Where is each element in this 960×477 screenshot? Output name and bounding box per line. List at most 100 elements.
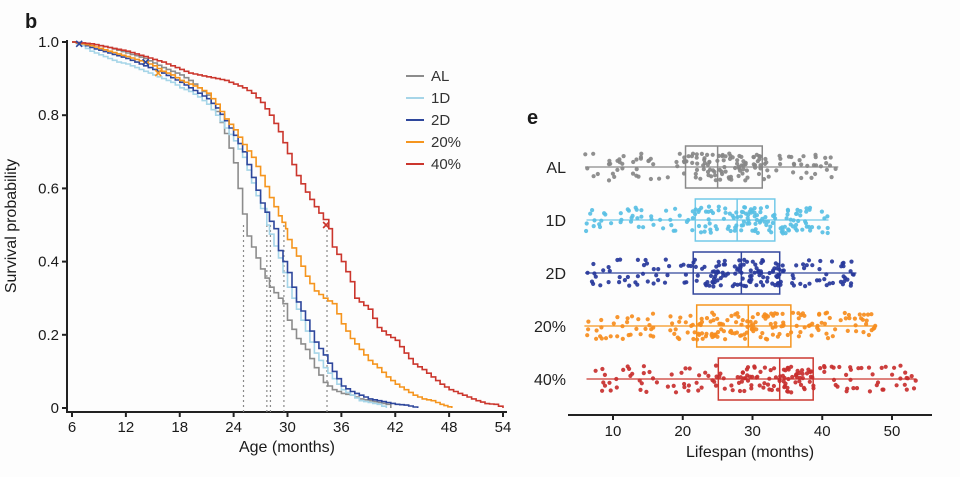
lifespan-dot	[744, 259, 750, 264]
lifespan-dot	[794, 323, 799, 328]
lifespan-dot	[707, 283, 712, 288]
lifespan-dot	[683, 272, 689, 277]
lifespan-dot	[745, 319, 750, 324]
lifespan-dot	[618, 211, 623, 216]
lifespan-dot	[869, 328, 874, 333]
lifespan-dot	[844, 372, 849, 377]
lifespan-dot	[739, 270, 744, 275]
lifespan-dot	[797, 379, 802, 384]
lifespan-dot	[702, 156, 707, 161]
lifespan-dot	[648, 333, 653, 338]
lifespan-dot	[678, 263, 684, 268]
lifespan-dot	[735, 158, 740, 163]
lifespan-dot	[682, 155, 687, 160]
survival-curve-2D	[72, 41, 419, 408]
boxplot-row-40%: 40%	[534, 357, 918, 401]
lifespan-dot	[667, 264, 672, 269]
lifespan-dot	[757, 154, 762, 159]
lifespan-dot	[794, 263, 799, 268]
lifespan-dot	[638, 155, 644, 160]
lifespan-dot	[738, 375, 743, 380]
lifespan-dot	[678, 315, 683, 320]
lifespan-dot	[806, 258, 812, 263]
lifespan-dot	[606, 178, 612, 183]
lifespan-dot	[635, 257, 641, 262]
lifespan-dot	[773, 261, 778, 266]
lifespan-dot	[799, 175, 804, 181]
lifespan-dot	[848, 269, 853, 274]
lifespan-dot	[749, 273, 754, 278]
lifespan-dot	[763, 336, 769, 341]
survival-curve-1D	[72, 41, 388, 408]
lifespan-dot	[763, 316, 768, 321]
boxplot-row-1D: 1D	[546, 198, 830, 242]
lifespan-dot	[730, 388, 735, 393]
lifespan-dot	[740, 276, 745, 281]
lifespan-dot	[699, 331, 705, 336]
lifespan-dot	[702, 229, 707, 234]
lifespan-dot	[769, 387, 775, 393]
lifespan-dot	[750, 259, 755, 264]
lifespan-dot	[892, 365, 897, 370]
lifespan-dot	[758, 166, 763, 171]
lifespan-dot	[751, 325, 756, 331]
lifespan-dot	[856, 366, 861, 371]
lifespan-dot	[706, 217, 711, 222]
lifespan-dot	[662, 280, 668, 285]
lifespan-dot	[650, 376, 656, 381]
lifespan-dot	[649, 217, 654, 222]
lifespan-dot	[762, 381, 767, 386]
lifespan-dot	[735, 266, 741, 271]
lifespan-dot	[861, 312, 867, 317]
lifespan-dot	[606, 162, 612, 167]
lifespan-dot	[875, 380, 881, 385]
b-y-tick-label: 0.6	[38, 180, 59, 197]
e-x-tick-label: 20	[674, 423, 691, 440]
lifespan-dot	[755, 159, 760, 164]
lifespan-dot	[771, 213, 776, 218]
lifespan-dot	[735, 282, 740, 287]
lifespan-dot	[722, 262, 728, 267]
lifespan-dot	[780, 311, 785, 316]
lifespan-dot	[807, 281, 812, 286]
lifespan-dot	[639, 208, 644, 213]
lifespan-dot	[692, 330, 697, 335]
lifespan-dot	[813, 155, 818, 160]
lifespan-dot	[618, 220, 623, 225]
lifespan-dot	[621, 154, 626, 159]
lifespan-dot	[799, 162, 804, 167]
lifespan-dot	[758, 163, 763, 168]
lifespan-dot	[727, 156, 733, 161]
lifespan-dot	[913, 378, 918, 383]
lifespan-dot	[645, 279, 650, 284]
lifespan-dot	[760, 283, 766, 288]
lifespan-dot	[685, 330, 690, 335]
lifespan-dot	[707, 221, 712, 226]
lifespan-dot	[649, 327, 654, 332]
lifespan-dot	[706, 173, 711, 178]
lifespan-dot	[590, 208, 595, 213]
lifespan-dot	[814, 163, 819, 168]
survival-curve-40%	[72, 41, 504, 408]
lifespan-dot	[591, 174, 596, 179]
lifespan-dot	[807, 379, 812, 384]
lifespan-dot	[747, 209, 752, 214]
lifespan-dot	[683, 366, 688, 371]
lifespan-dot	[738, 333, 743, 338]
censor-mark-20%	[154, 69, 162, 77]
lifespan-dot	[741, 167, 746, 172]
lifespan-dot	[762, 219, 767, 224]
lifespan-dot	[617, 160, 622, 165]
lifespan-dot	[743, 162, 748, 167]
lifespan-dot	[785, 332, 790, 338]
lifespan-dot	[586, 319, 591, 324]
lifespan-dot	[700, 266, 705, 271]
lifespan-dot	[699, 316, 704, 321]
lifespan-dot	[715, 316, 720, 321]
lifespan-dot	[764, 313, 769, 318]
lifespan-dot	[822, 216, 827, 221]
lifespan-dot	[615, 315, 620, 320]
lifespan-dot	[819, 320, 824, 325]
lifespan-dot	[601, 268, 606, 273]
lifespan-dot	[690, 228, 695, 233]
